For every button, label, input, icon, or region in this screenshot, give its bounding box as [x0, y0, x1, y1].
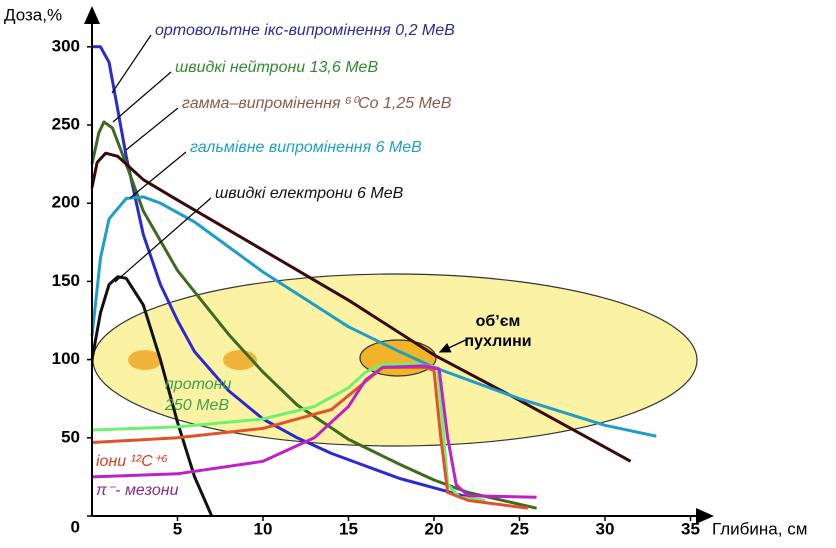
leader-line [112, 35, 151, 93]
series-label: протони [165, 376, 231, 393]
page: об’єм пухлини Доза,% Глибина, см 0 50 100 1… [0, 0, 836, 548]
x-tick-label: 35 [681, 519, 700, 538]
tumor-label: пухлини [464, 333, 531, 350]
series-label: π⁻- мезони [96, 482, 179, 499]
series-label: 250 МеВ [164, 397, 229, 414]
leader-line [126, 108, 178, 150]
y-tick-label: 150 [52, 271, 80, 290]
leader-line [115, 198, 211, 282]
y-tick-label: 200 [52, 193, 80, 212]
y-tick-label: 100 [52, 349, 80, 368]
series-label: швидкі нейтрони 13,6 МеВ [175, 59, 378, 76]
series-label: іони ¹²C⁺⁶ [96, 453, 168, 470]
y-tick-label: 300 [52, 36, 80, 55]
x-tick-label: 20 [425, 519, 444, 538]
chart: об’єм пухлини Доза,% Глибина, см 0 50 100 1… [0, 0, 836, 548]
y-tick-label: 0 [71, 517, 80, 536]
x-tick-label: 30 [596, 519, 615, 538]
y-tick-label: 50 [61, 427, 80, 446]
series-label: ортовольтне ікс-випромінення 0,2 МеВ [155, 22, 455, 39]
x-tick-label: 15 [339, 519, 358, 538]
series-label: гамма–випромінення ⁶⁰Co 1,25 МеВ [182, 95, 452, 112]
x-tick-label: 5 [173, 519, 182, 538]
x-tick-label: 10 [254, 519, 273, 538]
series-label: швидкі електрони 6 МеВ [215, 185, 404, 202]
y-axis-label: Доза,% [4, 5, 62, 24]
tumor-label: об’єм [476, 313, 521, 330]
x-tick-label: 25 [510, 519, 529, 538]
series-label: гальмівне випромінення 6 МеВ [190, 139, 422, 156]
x-axis-label: Глибина, см [712, 519, 807, 538]
y-tick-label: 250 [52, 114, 80, 133]
